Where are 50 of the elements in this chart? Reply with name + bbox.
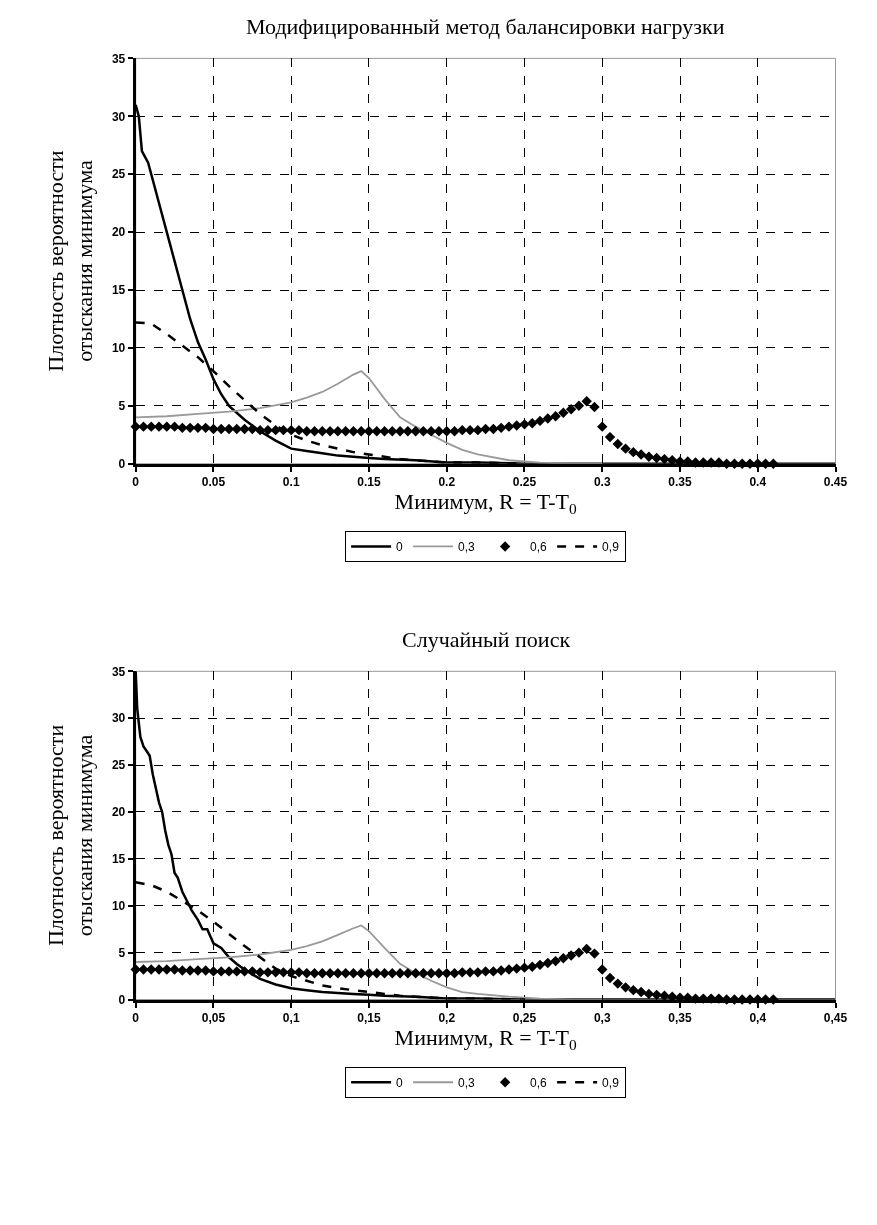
legend-label: 0,6 bbox=[530, 540, 548, 555]
legend-label: 0,3 bbox=[458, 1075, 476, 1090]
legend-label: 0,9 bbox=[602, 1075, 620, 1090]
x-tick-label: 0,4 bbox=[749, 1010, 767, 1025]
y-tick-label: 15 bbox=[111, 283, 126, 298]
y-tick-label: 25 bbox=[111, 167, 126, 182]
x-tick-label: 0.1 bbox=[282, 475, 300, 490]
y-tick-label: 25 bbox=[111, 758, 126, 773]
y-tick-label: 15 bbox=[111, 852, 126, 867]
chart-title: Модифицированный метод балансировки нагрузки bbox=[246, 14, 725, 39]
x-tick-label: 0.25 bbox=[512, 475, 537, 490]
x-tick-label: 0.05 bbox=[201, 475, 226, 490]
x-tick-label: 0,05 bbox=[201, 1010, 226, 1025]
y-tick-label: 0 bbox=[118, 456, 126, 471]
x-tick-label: 0 bbox=[132, 1010, 140, 1025]
x-tick-label: 0,25 bbox=[512, 1010, 537, 1025]
y-tick-label: 10 bbox=[111, 898, 126, 913]
legend-label: 0 bbox=[396, 540, 404, 555]
y-tick-label: 35 bbox=[111, 51, 126, 66]
y-tick-label: 30 bbox=[111, 109, 126, 124]
y-tick-label: 10 bbox=[111, 341, 126, 356]
y-tick-label: 35 bbox=[111, 664, 126, 679]
x-tick-label: 0,3 bbox=[593, 1010, 611, 1025]
x-tick-label: 0.3 bbox=[593, 475, 611, 490]
x-tick-label: 0,35 bbox=[668, 1010, 692, 1025]
y-axis-title: Плотность вероятности отыскания минимума bbox=[43, 724, 97, 947]
x-tick-label: 0.2 bbox=[438, 475, 456, 490]
x-axis-title: Минимум, R = T-T$_{0}$ bbox=[394, 489, 577, 517]
legend-label: 0,6 bbox=[530, 1075, 548, 1090]
x-tick-label: 0.4 bbox=[749, 475, 767, 490]
x-tick-label: 0,1 bbox=[282, 1010, 300, 1025]
y-tick-label: 30 bbox=[111, 711, 126, 726]
y-axis-title: Плотность вероятности отыскания минимума bbox=[43, 150, 97, 372]
x-tick-label: 0 bbox=[132, 475, 140, 490]
x-tick-label: 0.15 bbox=[357, 475, 381, 490]
x-tick-label: 0,2 bbox=[438, 1010, 456, 1025]
y-tick-label: 0 bbox=[118, 992, 126, 1007]
x-tick-label: 0.35 bbox=[668, 475, 692, 490]
x-tick-label: 0.45 bbox=[823, 475, 848, 490]
legend-label: 0 bbox=[396, 1075, 404, 1090]
x-tick-label: 0,45 bbox=[823, 1010, 848, 1025]
legend-label: 0,3 bbox=[458, 540, 476, 555]
chart-title: Случайный поиск bbox=[402, 627, 571, 652]
y-tick-label: 5 bbox=[118, 945, 126, 960]
x-tick-label: 0,15 bbox=[357, 1010, 381, 1025]
x-axis-title: Минимум, R = T-T$_{0}$ bbox=[394, 1024, 577, 1053]
y-tick-label: 5 bbox=[118, 399, 126, 414]
legend-label: 0,9 bbox=[602, 540, 620, 555]
y-tick-label: 20 bbox=[111, 225, 126, 240]
y-tick-label: 20 bbox=[111, 805, 126, 820]
